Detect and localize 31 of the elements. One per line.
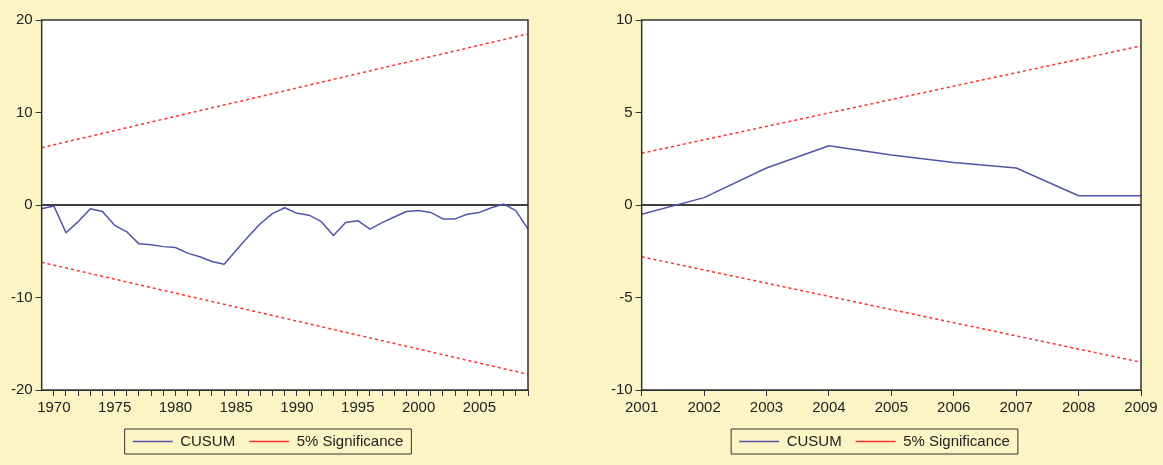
y-tick-label: 10 <box>15 102 33 120</box>
x-tick-label: 2006 <box>937 398 971 416</box>
x-tick-label: 1970 <box>37 398 71 416</box>
y-tick-label: 20 <box>15 10 33 28</box>
x-tick-label: 2000 <box>401 398 436 416</box>
legend-label: CUSUM <box>180 431 236 449</box>
x-tick-label: 2005 <box>462 398 497 416</box>
x-tick-label: 2001 <box>624 398 659 416</box>
x-tick-label: 1995 <box>341 398 375 416</box>
y-tick-label: 0 <box>24 195 33 213</box>
x-tick-label: 2003 <box>749 398 784 416</box>
y-tick-label: -5 <box>619 287 633 305</box>
x-tick-label: 1980 <box>158 398 193 416</box>
x-tick-label: 2004 <box>812 398 846 416</box>
x-tick-label: 1990 <box>280 398 314 416</box>
y-tick-label: 5 <box>624 102 633 120</box>
legend-label: 5% Significance <box>903 431 1010 449</box>
x-tick-label: 2005 <box>874 398 909 416</box>
x-tick-label: 2008 <box>1061 398 1096 416</box>
x-tick-label: 2007 <box>999 398 1033 416</box>
y-tick-label: 10 <box>615 10 633 28</box>
y-tick-label: -10 <box>610 380 633 398</box>
y-tick-label: 0 <box>624 195 633 213</box>
x-tick-label: 2002 <box>687 398 721 416</box>
legend-label: 5% Significance <box>296 431 404 449</box>
y-tick-label: -10 <box>10 287 33 305</box>
y-tick-label: -20 <box>10 380 33 398</box>
x-tick-label: 1985 <box>219 398 253 416</box>
x-tick-label: 1975 <box>97 398 132 416</box>
legend-label: CUSUM <box>786 431 842 449</box>
x-tick-label: 2009 <box>1124 398 1158 416</box>
